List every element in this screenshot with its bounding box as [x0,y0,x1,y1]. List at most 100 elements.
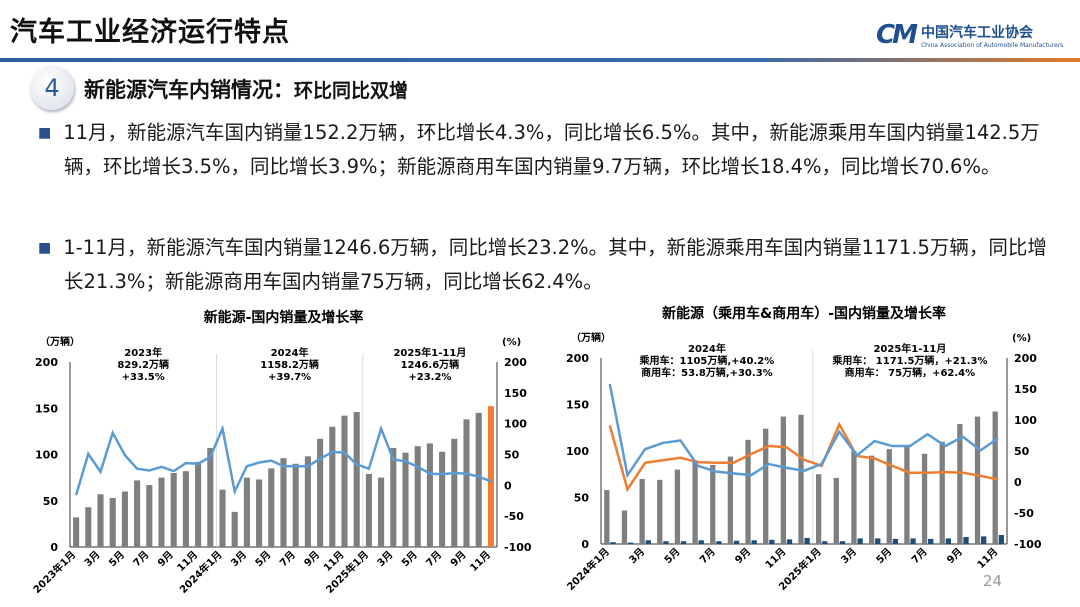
passenger-sales-bar [798,414,804,544]
passenger-sales-bar [851,451,857,544]
commercial-sales-bar [769,539,775,544]
year-annotation: +39.7% [268,372,311,383]
right-tick-label: 50 [1014,445,1030,458]
sales-bar [439,451,446,547]
sales-bar [170,473,177,547]
year-annotation: 2023年 [124,346,162,359]
commercial-sales-bar [751,540,757,544]
left-tick-label: 50 [574,492,590,505]
sales-bar [463,419,470,547]
x-tick-label: 11月 [468,549,493,574]
sales-bar [402,452,409,547]
commercial-sales-bar [910,538,916,544]
logo-mark: CM [876,20,918,50]
passenger-sales-bar [833,477,839,544]
year-annotation: 1246.6万辆 [401,358,460,371]
right-tick-label: -100 [504,541,532,554]
passenger-sales-bar [921,453,928,544]
sales-bar [414,446,421,547]
commercial-sales-bar [945,538,952,544]
caam-logo: CM 中国汽车工业协会 China Association of Automob… [876,20,1063,50]
passenger-sales-bar [886,449,892,544]
commercial-sales-bar [733,540,740,544]
sales-bar [85,507,92,547]
page-number: 24 [983,572,1003,590]
commercial-sales-bar [645,540,651,544]
x-tick-label: 5月 [662,546,682,566]
right-tick-label: 200 [1014,352,1037,365]
left-tick-label: 150 [566,399,589,412]
x-tick-label: 11月 [975,546,1000,571]
passenger-sales-bar [604,490,610,544]
sales-bar [121,491,128,547]
left-tick-label: 200 [35,356,58,369]
sales-bar [219,489,226,547]
passenger-sales-bar [727,456,734,544]
left-axis-unit: （万辆） [571,331,611,344]
passenger-sales-bar [639,478,645,544]
chart-title: 新能源-国内销量及增长率 [204,309,364,326]
passenger-sales-bar [904,446,910,544]
passenger-sales-bar [763,428,769,544]
right-tick-label: 0 [1014,476,1022,489]
commercial-sales-bar [839,541,846,544]
sales-bar [341,415,348,547]
passenger-sales-bar [621,510,628,544]
year-annotation: 1158.2万辆 [260,358,319,371]
x-tick-label: 3月 [229,549,249,569]
right-tick-label: 100 [504,418,527,431]
x-tick-label: 2023年1月 [30,548,78,596]
sales-bar [451,438,458,547]
sales-bar [475,412,482,547]
sales-bar [97,494,104,547]
commercial-sales-bar [963,537,969,544]
passenger-sales-bar [939,441,945,544]
left-tick-label: 0 [581,538,589,551]
x-tick-label: 5月 [874,546,894,566]
bullet-ytd: 1-11月，新能源汽车国内销量1246.6万辆，同比增长23.2%。其中，新能源… [38,231,1048,299]
year-annotation: +33.5% [122,372,165,383]
right-tick-label: -100 [1014,538,1042,551]
section-title-main: 新能源汽车内销情况： [84,78,294,102]
section-subtitle: 环比同比双增 [294,80,409,102]
bullet-november: 11月，新能源汽车国内销量152.2万辆，环比增长4.3%，同比增长6.5%。其… [38,116,1048,184]
x-tick-label: 9月 [945,546,965,566]
commercial-sales-bar [698,540,704,544]
year-annotation: 2025年1-11月 [393,346,466,359]
sales-bar [365,473,372,547]
x-tick-label: 5月 [253,549,273,569]
passenger-sales-bar [957,424,963,544]
x-tick-label: 7月 [697,546,717,566]
sales-bar [158,477,165,547]
logo-en: China Association of Automobile Manufact… [920,41,1064,49]
sales-bar [280,458,287,547]
x-tick-label: 3月 [82,549,102,569]
x-tick-label: 5月 [107,549,127,569]
commercial-growth-line [608,383,999,479]
left-tick-label: 0 [50,541,58,554]
sales-bar [292,463,299,547]
right-tick-label: 200 [504,356,527,369]
right-tick-label: 150 [1014,383,1037,396]
right-tick-label: 100 [1014,414,1037,427]
right-axis-unit: (%) [502,337,521,348]
commercial-sales-bar [716,541,722,544]
left-axis-unit: （万辆） [40,335,80,348]
x-tick-label: 3月 [627,546,647,566]
sales-bar [109,497,116,547]
sales-bar [243,477,250,547]
left-tick-label: 100 [35,449,58,462]
right-axis-unit: (%) [1012,333,1031,344]
passenger-sales-bar [710,464,716,544]
sales-bar [329,426,336,547]
sales-bar [146,485,153,547]
year-annotation: 商用车：53.8万辆,+30.3% [641,366,773,379]
x-tick-label: 2024年1月 [564,545,612,593]
sales-bar [134,480,141,547]
sales-bar [268,468,275,547]
passenger-sales-bar [745,439,751,544]
sales-bar [182,471,189,547]
year-annotation: 乘用车： 1171.5万辆，+21.3% [831,354,987,367]
passenger-sales-bar [974,416,981,544]
year-annotation: 2024年 [688,342,726,355]
